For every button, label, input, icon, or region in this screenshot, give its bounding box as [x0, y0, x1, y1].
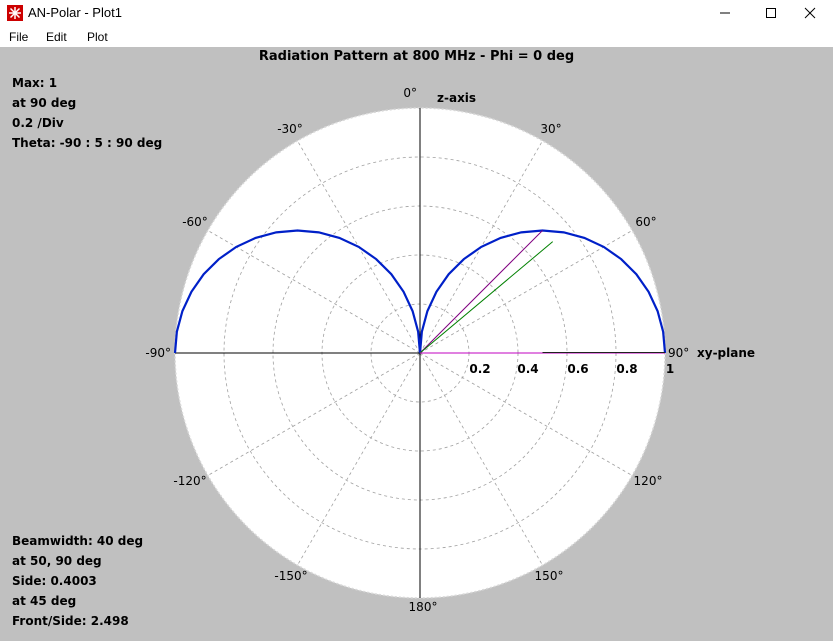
info-max: Max: 1 — [12, 76, 58, 90]
info-side: Side: 0.4003 — [12, 574, 97, 588]
info-div: 0.2 /Div — [12, 116, 64, 130]
menu-edit[interactable]: Edit — [46, 30, 67, 44]
grid-spoke-210 — [297, 352, 421, 566]
angle-label-1: 30° — [540, 122, 561, 136]
grid-spoke-300 — [207, 230, 421, 354]
maximize-icon — [766, 8, 776, 18]
angle-label-11: -30° — [277, 122, 303, 136]
radial-label-1: 0.4 — [517, 362, 538, 376]
grid-spoke-120 — [419, 352, 633, 476]
angle-label-2: 60° — [635, 215, 656, 229]
app-star-icon — [7, 5, 23, 21]
info-beamwidth: Beamwidth: 40 deg — [12, 534, 144, 548]
grid-spoke-240 — [207, 352, 421, 476]
info-top: Max: 1 at 90 deg 0.2 /Div Theta: -90 : 5… — [12, 73, 162, 153]
close-button[interactable] — [787, 0, 833, 26]
info-beamwidth-angles: at 50, 90 deg — [12, 554, 102, 568]
angle-label-3: 90° — [668, 346, 689, 360]
grid-spoke-150 — [419, 352, 543, 566]
info-side-angle: at 45 deg — [12, 594, 77, 608]
plot-title: Radiation Pattern at 800 MHz - Phi = 0 d… — [258, 49, 575, 64]
polar-chart: 0° 30° 60° 90° 120° 150° 180° -150° -120° -90° -60… — [145, 86, 755, 614]
title-bar: AN-Polar - Plot1 — [0, 0, 833, 26]
xy-plane-label: xy-plane — [697, 346, 755, 360]
z-axis-label: z-axis — [437, 91, 476, 105]
plot-area: Radiation Pattern at 800 MHz - Phi = 0 d… — [0, 47, 833, 641]
angle-label-8: -120° — [173, 474, 206, 488]
window-title: AN-Polar - Plot1 — [28, 5, 122, 20]
menu-bar: File Edit Plot — [0, 27, 833, 47]
info-bottom: Beamwidth: 40 deg at 50, 90 deg Side: 0.… — [12, 531, 143, 631]
grid-spoke-60 — [419, 230, 633, 354]
minimize-icon — [720, 12, 730, 14]
angle-label-0: 0° — [403, 86, 417, 100]
angle-label-10: -60° — [182, 215, 208, 229]
maximize-button[interactable] — [748, 0, 794, 26]
radial-label-2: 0.6 — [567, 362, 588, 376]
minimize-button[interactable] — [702, 0, 748, 26]
marker-line-beamwidth-edge — [419, 241, 554, 354]
radial-label-4: 1 — [666, 362, 674, 376]
marker-line-side — [419, 230, 543, 354]
angle-label-7: -150° — [274, 569, 307, 583]
info-max-angle: at 90 deg — [12, 96, 77, 110]
angle-label-4: 120° — [634, 474, 663, 488]
menu-file[interactable]: File — [9, 30, 29, 44]
angle-label-9: -90° — [145, 346, 171, 360]
info-front-side: Front/Side: 2.498 — [12, 614, 129, 628]
menu-plot[interactable]: Plot — [87, 30, 108, 44]
close-icon — [804, 7, 816, 19]
angle-label-5: 150° — [535, 569, 564, 583]
radial-label-0: 0.2 — [469, 362, 490, 376]
angle-label-6: 180° — [409, 600, 438, 614]
radial-label-3: 0.8 — [616, 362, 637, 376]
info-theta-range: Theta: -90 : 5 : 90 deg — [12, 136, 163, 150]
